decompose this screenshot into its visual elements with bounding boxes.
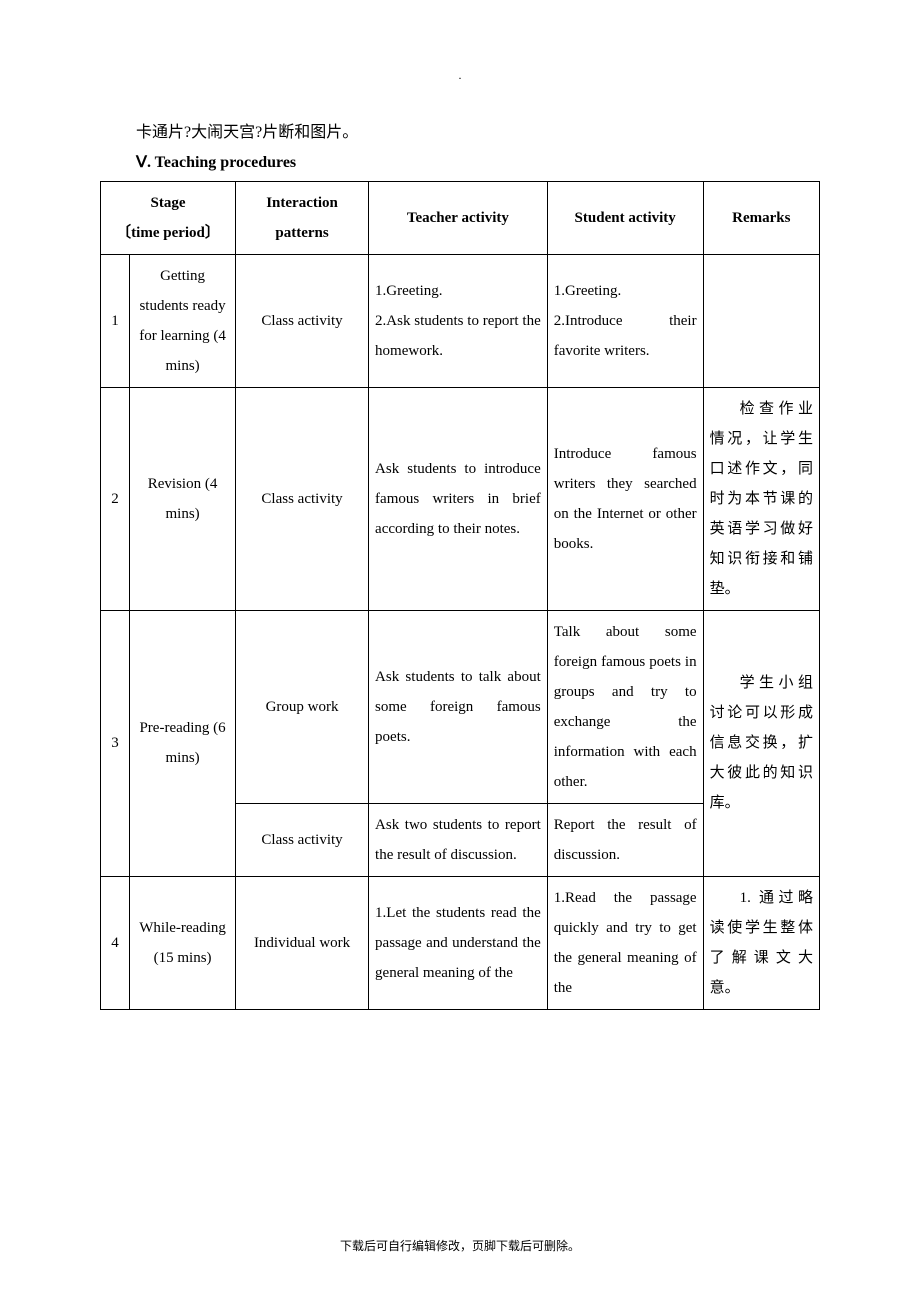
section-title: Ⅴ. Teaching procedures (136, 148, 820, 178)
cell-num: 3 (101, 610, 130, 876)
table-row: 1 Getting students ready for learning (4… (101, 254, 820, 387)
header-interaction-l1: Interaction (242, 188, 362, 218)
cell-stage: Pre-reading (6 mins) (130, 610, 236, 876)
cell-remarks: 学生小组讨论可以形成信息交换，扩大彼此的知识库。 (703, 610, 819, 876)
cell-interaction: Group work (236, 610, 369, 803)
cell-interaction: Individual work (236, 876, 369, 1009)
header-remarks: Remarks (703, 181, 819, 254)
cell-teacher: Ask students to talk about some foreign … (369, 610, 548, 803)
cell-interaction: Class activity (236, 803, 369, 876)
cell-stage: Revision (4 mins) (130, 387, 236, 610)
header-student: Student activity (547, 181, 703, 254)
intro-text: 卡通片?大闹天宫?片断和图片。 (136, 118, 820, 148)
cell-num: 2 (101, 387, 130, 610)
cell-student: Report the result of discussion. (547, 803, 703, 876)
table-row: 3 Pre-reading (6 mins) Group work Ask st… (101, 610, 820, 803)
cell-remarks: 1. 通过略读使学生整体了解课文大意。 (703, 876, 819, 1009)
header-teacher: Teacher activity (369, 181, 548, 254)
cell-teacher: 1.Let the students read the passage and … (369, 876, 548, 1009)
footer-text: 下载后可自行编辑修改，页脚下载后可删除。 (340, 1237, 580, 1254)
cell-num: 1 (101, 254, 130, 387)
table-row: 2 Revision (4 mins) Class activity Ask s… (101, 387, 820, 610)
cell-interaction: Class activity (236, 387, 369, 610)
header-stage-l2: 〔time period〕 (107, 218, 229, 248)
header-stage: Stage 〔time period〕 (101, 181, 236, 254)
procedures-table: Stage 〔time period〕 Interaction patterns… (100, 181, 820, 1010)
cell-stage: While-reading (15 mins) (130, 876, 236, 1009)
cell-remarks (703, 254, 819, 387)
table-row: 4 While-reading (15 mins) Individual wor… (101, 876, 820, 1009)
cell-num: 4 (101, 876, 130, 1009)
header-stage-l1: Stage (107, 188, 229, 218)
cell-teacher: Ask two students to report the result of… (369, 803, 548, 876)
cell-interaction: Class activity (236, 254, 369, 387)
cell-student: Introduce famous writers they searched o… (547, 387, 703, 610)
cell-student: 1.Greeting. 2.Introduce their favorite w… (547, 254, 703, 387)
table-header-row: Stage 〔time period〕 Interaction patterns… (101, 181, 820, 254)
cell-teacher: Ask students to introduce famous writers… (369, 387, 548, 610)
cell-teacher: 1.Greeting. 2.Ask students to report the… (369, 254, 548, 387)
cell-stage: Getting students ready for learning (4 m… (130, 254, 236, 387)
cell-student: 1.Read the passage quickly and try to ge… (547, 876, 703, 1009)
header-interaction: Interaction patterns (236, 181, 369, 254)
header-interaction-l2: patterns (242, 218, 362, 248)
cell-remarks: 检查作业情况，让学生口述作文，同时为本节课的英语学习做好知识衔接和铺垫。 (703, 387, 819, 610)
cell-student: Talk about some foreign famous poets in … (547, 610, 703, 803)
header-dot: . (459, 68, 462, 83)
